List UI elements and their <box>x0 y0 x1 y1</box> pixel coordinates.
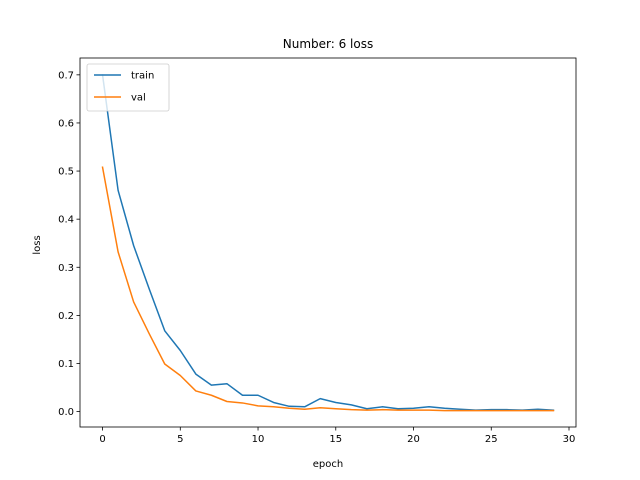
x-tick-label: 25 <box>485 434 498 445</box>
plot-area: 0 5 10 15 20 25 30 0.0 0.1 0.2 0.3 0.4 0.5 0.6 0.7 trai… <box>58 57 577 445</box>
x-tick-label: 5 <box>177 434 183 445</box>
y-tick-label: 0.0 <box>58 407 74 418</box>
x-tick-label: 10 <box>252 434 265 445</box>
y-tick-label: 0.3 <box>58 263 74 274</box>
x-tick-label: 0 <box>99 434 105 445</box>
y-tick-label: 0.1 <box>58 359 74 370</box>
y-tick-label: 0.2 <box>58 311 74 322</box>
x-tick-label: 30 <box>563 434 576 445</box>
x-tick-label: 15 <box>329 434 342 445</box>
legend-label-train: train <box>131 71 154 82</box>
y-tick-label: 0.7 <box>58 70 74 81</box>
x-tick-label: 20 <box>407 434 420 445</box>
series-line-val <box>101 166 555 412</box>
x-axis-label: epoch <box>313 459 343 470</box>
legend-label-val: val <box>131 93 146 104</box>
y-tick-label: 0.6 <box>58 118 74 129</box>
y-tick-label: 0.5 <box>58 167 74 178</box>
y-axis-label: loss <box>32 235 43 254</box>
y-tick-label: 0.4 <box>58 215 74 226</box>
chart-title: Number: 6 loss <box>283 37 373 51</box>
legend-box <box>86 63 170 112</box>
axes-frame <box>79 57 577 428</box>
